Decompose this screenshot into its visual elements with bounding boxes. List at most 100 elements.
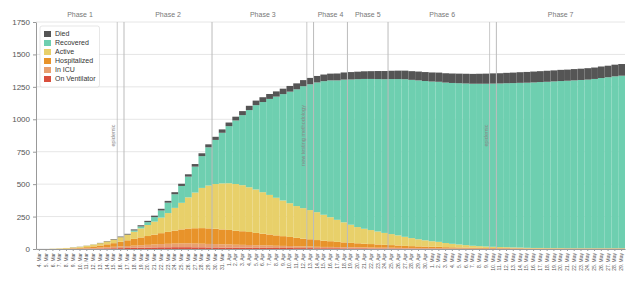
bar bbox=[476, 246, 483, 248]
bar bbox=[70, 248, 77, 249]
x-tick: 7. May bbox=[469, 249, 475, 268]
tick-mark bbox=[567, 249, 568, 251]
bar bbox=[490, 247, 497, 248]
bar bbox=[151, 217, 158, 222]
bar bbox=[171, 194, 178, 208]
x-tick: 20. Apr bbox=[354, 249, 360, 269]
bar bbox=[110, 239, 117, 240]
x-tick: 14. Mar bbox=[104, 249, 110, 270]
x-tick-label: 23. Mar bbox=[165, 253, 171, 270]
bar bbox=[144, 236, 151, 245]
bar bbox=[70, 247, 77, 248]
tick-mark bbox=[391, 249, 392, 251]
x-tick-label: 1. Apr bbox=[226, 253, 232, 266]
bar bbox=[435, 248, 442, 249]
bar bbox=[537, 248, 544, 249]
bar bbox=[50, 248, 57, 249]
bar bbox=[517, 72, 524, 83]
bar bbox=[259, 248, 266, 249]
bar bbox=[571, 248, 578, 249]
x-tick-label: 18. Apr bbox=[341, 253, 347, 269]
phase-label: Phase 7 bbox=[548, 11, 574, 18]
annotation-texts: Phase 1Phase 2Phase 3Phase 4Phase 5Phase… bbox=[67, 11, 573, 166]
x-tick: 6. May bbox=[463, 249, 469, 268]
bar bbox=[510, 83, 517, 247]
tick-mark bbox=[168, 249, 169, 251]
x-tick-label: 22. Apr bbox=[368, 253, 374, 269]
bar bbox=[503, 248, 510, 249]
bar bbox=[341, 242, 348, 247]
bar bbox=[185, 243, 192, 247]
bar-series bbox=[131, 76, 625, 249]
bar bbox=[253, 101, 260, 106]
bar bbox=[551, 248, 558, 249]
x-tick: 11. Mar bbox=[83, 249, 89, 270]
x-tick-label: 28. May bbox=[611, 253, 617, 271]
bar bbox=[476, 248, 483, 249]
bar bbox=[368, 244, 375, 248]
bar bbox=[124, 248, 131, 249]
bar bbox=[557, 248, 564, 249]
x-tick-label: 15. Mar bbox=[110, 253, 116, 270]
bar bbox=[253, 248, 260, 249]
y-tick: 1750 bbox=[12, 18, 36, 27]
x-tick-label: 9. Mar bbox=[70, 253, 76, 268]
x-tick: 13. Mar bbox=[97, 249, 103, 270]
bar bbox=[307, 84, 314, 210]
bar bbox=[490, 248, 497, 249]
bar bbox=[429, 248, 436, 249]
bar bbox=[327, 74, 334, 81]
x-tick-label: 18. Mar bbox=[131, 253, 137, 270]
bar bbox=[198, 228, 205, 244]
bar bbox=[90, 246, 97, 248]
bar bbox=[381, 245, 388, 248]
bar bbox=[43, 249, 50, 250]
bar bbox=[307, 247, 314, 249]
bar bbox=[605, 248, 612, 249]
x-tick: 23. Mar bbox=[165, 249, 171, 270]
x-tick-label: 5. Mar bbox=[43, 253, 49, 268]
bar bbox=[517, 83, 524, 248]
bar bbox=[56, 249, 63, 250]
y-tick-label: 1000 bbox=[12, 115, 30, 124]
x-tick-label: 11. May bbox=[496, 253, 502, 271]
bar bbox=[341, 72, 348, 79]
bar bbox=[226, 230, 233, 245]
bar bbox=[347, 248, 354, 249]
bar bbox=[598, 248, 605, 249]
bar bbox=[50, 249, 57, 250]
x-tick: 10. Apr bbox=[286, 249, 292, 269]
bar bbox=[429, 72, 436, 81]
x-tick: 24. Mar bbox=[171, 249, 177, 270]
x-tick: 25. Apr bbox=[388, 249, 394, 269]
tick-mark bbox=[188, 249, 189, 251]
bar bbox=[571, 248, 578, 249]
bar bbox=[165, 201, 172, 203]
bar bbox=[408, 238, 415, 246]
bar bbox=[198, 188, 205, 228]
bar bbox=[347, 247, 354, 248]
x-tick: 12. Mar bbox=[90, 249, 96, 270]
bar bbox=[490, 84, 497, 247]
bar bbox=[144, 222, 151, 225]
bar bbox=[483, 84, 490, 247]
x-tick-label: 14. Apr bbox=[314, 253, 320, 269]
bar bbox=[476, 74, 483, 84]
bar bbox=[50, 249, 57, 250]
bar bbox=[185, 197, 192, 228]
tick-mark bbox=[93, 249, 94, 251]
bar bbox=[334, 242, 341, 247]
bar bbox=[185, 174, 192, 176]
bar bbox=[381, 248, 388, 249]
bar bbox=[273, 198, 280, 236]
bar bbox=[334, 248, 341, 249]
x-tick-label: 27. Mar bbox=[192, 253, 198, 270]
tick-mark bbox=[425, 249, 426, 251]
x-tick-label: 20. Apr bbox=[354, 253, 360, 269]
bar bbox=[415, 248, 422, 249]
bar bbox=[347, 225, 354, 243]
x-tick-label: 10. May bbox=[490, 253, 496, 271]
bar bbox=[165, 232, 172, 244]
bar bbox=[435, 248, 442, 249]
bar bbox=[205, 244, 212, 248]
